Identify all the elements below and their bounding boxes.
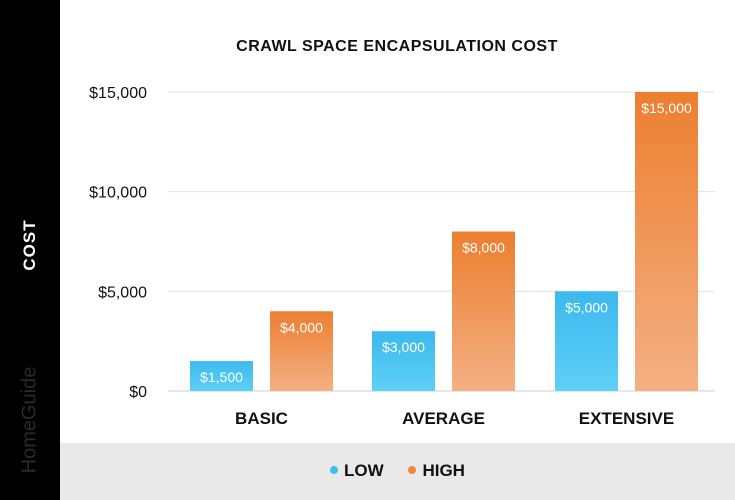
bar-high-extensive [635, 92, 698, 391]
y-tick-label: $0 [129, 384, 147, 401]
bar-low-extensive [555, 291, 618, 391]
data-label: $8,000 [462, 240, 505, 256]
chart-title: CRAWL SPACE ENCAPSULATION COST [236, 38, 558, 55]
data-label: $15,000 [641, 100, 692, 116]
y-tick-label: $5,000 [98, 284, 147, 301]
bar-high-basic [270, 311, 333, 391]
data-label: $4,000 [280, 319, 323, 335]
legend-item-low: LOW [330, 461, 384, 481]
data-label: $3,000 [382, 339, 425, 355]
x-tick-label: EXTENSIVE [579, 409, 674, 428]
x-tick-label: BASIC [235, 409, 288, 428]
legend-swatch-low [330, 465, 339, 474]
legend: LOW HIGH [60, 461, 735, 481]
legend-item-high: HIGH [408, 461, 465, 481]
bar-high-average [452, 231, 515, 391]
data-label: $1,500 [200, 369, 243, 385]
legend-footer: LOW HIGH [60, 443, 735, 500]
legend-label-high: HIGH [422, 461, 465, 480]
legend-label-low: LOW [344, 461, 384, 480]
y-tick-label: $10,000 [89, 185, 147, 202]
bar-low-average [372, 331, 435, 391]
bar-chart: CRAWL SPACE ENCAPSULATION COST $0 $5,000 $… [89, 38, 715, 428]
sidebar-band: COST HomeGuide [0, 0, 60, 500]
bar-low-basic [190, 361, 253, 391]
data-label: $5,000 [565, 299, 608, 315]
legend-swatch-high [408, 465, 417, 474]
y-tick-label: $15,000 [89, 85, 147, 102]
x-tick-label: AVERAGE [402, 409, 485, 428]
